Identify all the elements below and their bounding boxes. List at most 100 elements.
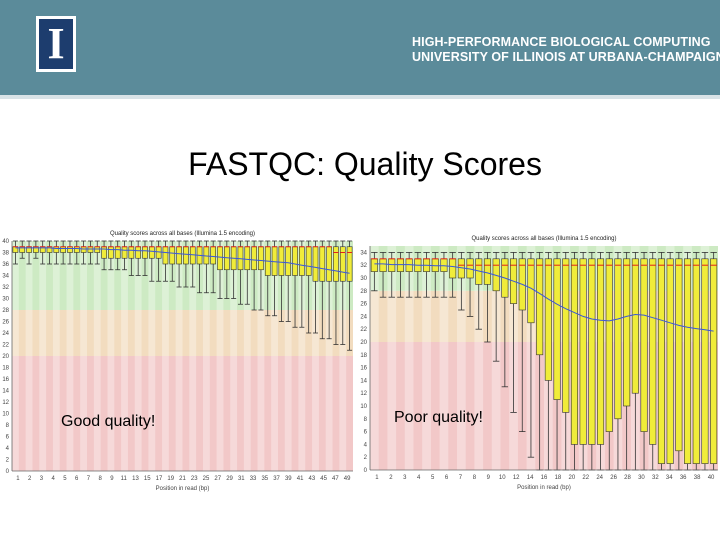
box — [640, 258, 648, 432]
x-tick-label: 19 — [167, 476, 174, 482]
y-tick-label: 22 — [360, 327, 367, 333]
x-tick-label: 15 — [144, 476, 151, 482]
x-tick-label: 37 — [273, 476, 280, 482]
logo-block-i-icon: I — [39, 19, 73, 69]
column-stripe — [202, 241, 210, 471]
y-tick-label: 16 — [360, 366, 367, 372]
box — [536, 258, 544, 356]
column-stripe — [370, 246, 379, 470]
box — [148, 246, 155, 259]
x-tick-label: 29 — [226, 476, 233, 482]
y-tick-label: 6 — [6, 435, 10, 441]
x-tick-label: 43 — [309, 476, 316, 482]
box — [121, 246, 128, 259]
y-tick-label: 16 — [2, 377, 9, 383]
x-axis-label: Position in read (bp) — [156, 486, 210, 492]
column-stripe — [175, 241, 183, 471]
x-tick-label: 47 — [332, 476, 339, 482]
box — [440, 258, 448, 272]
column-stripe — [39, 241, 47, 471]
column-stripe — [298, 241, 306, 471]
column-stripe — [162, 241, 169, 471]
column-stripe — [387, 246, 397, 470]
x-tick-label: 11 — [121, 476, 128, 482]
column-stripe — [66, 241, 74, 471]
box — [210, 246, 217, 265]
y-tick-label: 24 — [360, 314, 367, 320]
x-tick-label: 28 — [624, 475, 631, 481]
column-stripe — [312, 241, 319, 471]
y-tick-label: 20 — [360, 340, 367, 346]
y-tick-label: 34 — [360, 250, 367, 256]
y-tick-label: 14 — [2, 389, 9, 395]
box — [396, 258, 404, 272]
y-tick-label: 32 — [360, 263, 367, 269]
x-tick-label: 3 — [40, 476, 44, 482]
y-tick-label: 12 — [2, 400, 9, 406]
x-tick-label: 26 — [610, 475, 617, 481]
box — [379, 258, 387, 272]
box — [108, 246, 114, 259]
y-tick-label: 8 — [6, 423, 10, 429]
x-tick-label: 16 — [541, 475, 548, 481]
box — [570, 258, 578, 445]
x-tick-label: 7 — [87, 476, 91, 482]
box — [388, 258, 396, 272]
y-tick-label: 18 — [360, 353, 367, 359]
x-tick-label: 40 — [708, 475, 715, 481]
column-stripe — [93, 241, 101, 471]
y-tick-label: 28 — [360, 289, 367, 295]
y-tick-label: 2 — [364, 455, 368, 461]
box — [326, 246, 332, 282]
column-stripe — [216, 241, 224, 471]
y-tick-label: 18 — [2, 366, 9, 372]
x-tick-label: 4 — [51, 476, 55, 482]
x-tick-label: 6 — [445, 475, 449, 481]
box — [605, 258, 613, 432]
y-tick-label: 34 — [2, 274, 9, 280]
org-name-line1: HIGH-PERFORMANCE BIOLOGICAL COMPUTING — [412, 35, 711, 49]
x-tick-label: 2 — [389, 475, 393, 481]
x-tick-label: 3 — [403, 475, 407, 481]
x-tick-label: 12 — [513, 475, 520, 481]
box — [614, 258, 622, 420]
chart-title: Quality scores across all bases (Illumin… — [110, 231, 255, 237]
x-tick-label: 18 — [555, 475, 562, 481]
x-tick-label: 27 — [214, 476, 221, 482]
x-tick-label: 1 — [16, 476, 20, 482]
x-tick-label: 6 — [75, 476, 79, 482]
column-stripe — [284, 241, 292, 471]
x-tick-label: 20 — [568, 475, 575, 481]
header-bar: I HIGH-PERFORMANCE BIOLOGICAL COMPUTING … — [0, 0, 720, 95]
x-tick-label: 8 — [473, 475, 477, 481]
box — [114, 246, 121, 259]
column-stripe — [134, 241, 142, 471]
x-tick-label: 17 — [156, 476, 163, 482]
y-tick-label: 4 — [6, 446, 10, 452]
y-tick-label: 32 — [2, 285, 9, 291]
box — [449, 258, 457, 279]
box — [183, 246, 189, 265]
y-tick-label: 12 — [360, 391, 367, 397]
y-tick-label: 4 — [364, 442, 368, 448]
box — [87, 246, 94, 253]
y-tick-label: 28 — [2, 308, 9, 314]
x-tick-label: 41 — [297, 476, 304, 482]
y-tick-label: 30 — [2, 297, 9, 303]
box — [579, 258, 587, 445]
mean-line — [15, 247, 350, 274]
x-tick-label: 1 — [375, 475, 379, 481]
x-tick-label: 5 — [431, 475, 435, 481]
university-logo: I — [36, 16, 76, 72]
y-tick-label: 38 — [2, 251, 9, 257]
y-tick-label: 14 — [360, 378, 367, 384]
column-stripe — [25, 241, 33, 471]
box — [135, 246, 141, 259]
x-tick-label: 24 — [596, 475, 603, 481]
box — [346, 246, 353, 282]
x-tick-label: 10 — [499, 475, 506, 481]
box — [128, 246, 135, 259]
box — [292, 246, 298, 276]
quality-band-1 — [12, 310, 353, 356]
